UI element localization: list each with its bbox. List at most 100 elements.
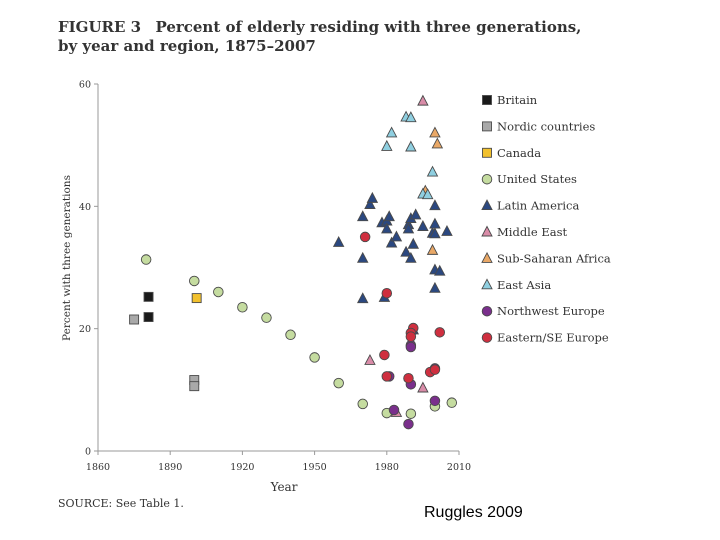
figure-label: FIGURE 3 (58, 18, 142, 36)
data-point-united-states (446, 397, 458, 408)
data-point-east-asia (405, 140, 417, 152)
data-point-latin-america (383, 210, 395, 222)
data-point-united-states (309, 352, 320, 363)
legend-label-east-asia: East Asia (497, 278, 551, 292)
x-tick-label: 1950 (303, 462, 327, 473)
data-point-sub-saharan-africa (429, 126, 441, 138)
legend-marker-northwest-europe (481, 305, 493, 317)
data-point-latin-america (356, 292, 369, 304)
data-point-latin-america (381, 222, 393, 234)
legend-label-united-states: United States (497, 172, 577, 186)
data-point-latin-america (429, 217, 441, 229)
y-tick-label: 20 (79, 324, 91, 335)
data-point-east-asia (385, 126, 398, 138)
credit-text: Ruggles 2009 (424, 504, 523, 521)
data-point-nordic-countries (129, 314, 140, 325)
legend-label-northwest-europe: Northwest Europe (497, 304, 605, 318)
data-point-latin-america (390, 230, 403, 242)
data-point-latin-america (402, 222, 415, 234)
data-point-middle-east (417, 381, 429, 393)
data-point-latin-america (356, 251, 369, 263)
data-point-united-states (261, 312, 272, 323)
data-point-united-states (213, 286, 224, 298)
legend-label-canada: Canada (497, 146, 541, 160)
data-point-middle-east (417, 94, 429, 106)
legend: Britain Nordic countries Canada United Stat… (481, 93, 611, 345)
data-point-canada (191, 293, 202, 304)
legend-marker-east-asia (481, 278, 493, 290)
legend-marker-middle-east (481, 225, 493, 237)
data-point-britain (143, 291, 154, 302)
data-point-latin-america (332, 235, 345, 247)
data-point-sub-saharan-africa (426, 243, 439, 255)
data-point-east-asia (381, 139, 393, 151)
data-point-latin-america (434, 264, 446, 276)
data-point-northwest-europe (403, 418, 414, 430)
data-point-eastern-se-europe (359, 231, 371, 243)
data-point-britain (143, 312, 154, 322)
y-tick-label: 60 (79, 80, 91, 91)
chart-axes: 1860 1890 1920 1950 1980 2010 0 20 40 60 (79, 80, 471, 474)
x-tick-label: 1920 (230, 462, 254, 473)
legend-label-britain: Britain (497, 93, 538, 107)
data-point-eastern-se-europe (403, 372, 414, 384)
data-point-latin-america (429, 227, 441, 239)
x-tick-label: 2010 (447, 462, 471, 473)
data-point-latin-america (441, 224, 453, 236)
data-point-eastern-se-europe (379, 349, 390, 361)
data-point-northwest-europe (388, 404, 400, 416)
data-point-latin-america (385, 236, 398, 248)
data-point-latin-america (407, 237, 420, 249)
legend-marker-canada (482, 147, 492, 158)
legend-label-sub-saharan-africa: Sub-Saharan Africa (497, 251, 611, 265)
data-point-latin-america (429, 199, 441, 211)
data-point-latin-america (364, 198, 376, 209)
data-point-nordic-countries (189, 381, 200, 392)
data-point-united-states (357, 398, 368, 410)
data-point-latin-america (429, 281, 441, 293)
legend-marker-eastern-se-europe (481, 332, 493, 343)
data-point-middle-east (364, 354, 376, 365)
data-point-latin-america (366, 191, 379, 203)
data-point-eastern-se-europe (405, 331, 417, 342)
data-points (129, 94, 458, 430)
legend-marker-nordic-countries (482, 121, 492, 132)
data-point-eastern-se-europe (381, 287, 393, 299)
x-tick-label: 1860 (86, 462, 110, 473)
legend-label-eastern-se-europe: Eastern/SE Europe (497, 331, 609, 345)
data-point-united-states (140, 254, 152, 265)
source-note: SOURCE: See Table 1. (58, 497, 184, 510)
title-line-1: Percent of elderly residing with three g… (155, 18, 582, 36)
x-tick-label: 1890 (158, 462, 182, 473)
legend-marker-united-states (481, 173, 493, 185)
data-point-united-states (237, 302, 248, 313)
y-tick-label: 0 (85, 447, 91, 458)
legend-marker-britain (482, 95, 492, 105)
data-point-united-states (285, 329, 296, 341)
data-point-united-states (405, 408, 417, 419)
data-point-northwest-europe (429, 395, 441, 407)
data-point-united-states (333, 377, 344, 389)
data-point-united-states (189, 275, 200, 287)
legend-marker-sub-saharan-africa (481, 251, 493, 263)
x-axis-label: Year (270, 480, 298, 494)
data-point-latin-america (417, 220, 429, 231)
data-point-latin-america (405, 251, 417, 263)
x-tick-label: 1980 (375, 462, 399, 473)
data-point-eastern-se-europe (381, 371, 393, 382)
legend-label-middle-east: Middle East (497, 225, 567, 239)
data-point-east-asia (405, 111, 417, 123)
data-point-sub-saharan-africa (431, 137, 444, 149)
legend-marker-latin-america (481, 199, 493, 211)
data-point-latin-america (356, 210, 369, 222)
data-point-east-asia (421, 188, 434, 200)
data-point-eastern-se-europe (434, 327, 445, 338)
data-point-east-asia (426, 165, 439, 177)
title-line-2: by year and region, 1875–2007 (58, 37, 316, 55)
y-tick-label: 40 (79, 202, 91, 213)
legend-label-latin-america: Latin America (497, 199, 579, 213)
data-point-latin-america (409, 208, 422, 220)
data-point-eastern-se-europe (429, 364, 441, 375)
y-axis-label: Percent with three generations (61, 175, 73, 341)
